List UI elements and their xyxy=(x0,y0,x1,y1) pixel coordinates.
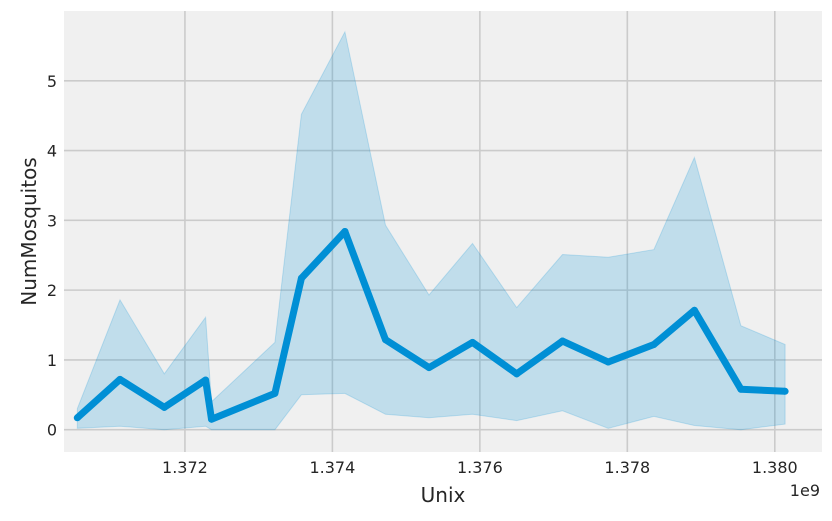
x-tick-label: 1.372 xyxy=(162,458,208,477)
data-point xyxy=(690,306,698,314)
data-point xyxy=(558,337,566,345)
data-point xyxy=(381,336,389,344)
data-point xyxy=(271,389,279,397)
data-point xyxy=(202,376,210,384)
data-point xyxy=(73,414,81,422)
data-point xyxy=(207,415,215,423)
x-tick-label: 1.378 xyxy=(604,458,650,477)
x-tick-label: 1.374 xyxy=(309,458,355,477)
y-axis-label: NumMosquitos xyxy=(17,157,41,305)
data-point xyxy=(781,387,789,395)
x-tick-label: 1.380 xyxy=(752,458,798,477)
data-point xyxy=(341,228,349,235)
data-point xyxy=(513,370,521,378)
y-tick-label: 1 xyxy=(47,351,57,370)
plot-background xyxy=(64,11,822,452)
y-tick-label: 5 xyxy=(47,72,57,91)
data-point xyxy=(737,385,745,393)
data-point xyxy=(160,403,168,411)
x-tick-label: 1.376 xyxy=(457,458,503,477)
y-tick-label: 0 xyxy=(47,421,57,440)
y-tick-labels: 0 1 2 3 4 5 xyxy=(47,72,57,440)
y-tick-label: 4 xyxy=(47,142,57,161)
data-point xyxy=(116,375,124,383)
grid xyxy=(64,11,822,452)
x-axis-label: Unix xyxy=(421,483,466,507)
x-offset-label: 1e9 xyxy=(790,481,820,500)
data-point xyxy=(650,341,658,349)
y-tick-label: 2 xyxy=(47,281,57,300)
y-tick-label: 3 xyxy=(47,211,57,230)
data-point xyxy=(297,274,305,282)
series-line xyxy=(74,228,786,423)
confidence-band xyxy=(76,30,786,431)
data-point xyxy=(468,338,476,346)
x-tick-labels: 1.372 1.374 1.376 1.378 1.380 xyxy=(162,458,798,477)
data-point xyxy=(425,364,433,372)
data-point xyxy=(604,358,612,366)
